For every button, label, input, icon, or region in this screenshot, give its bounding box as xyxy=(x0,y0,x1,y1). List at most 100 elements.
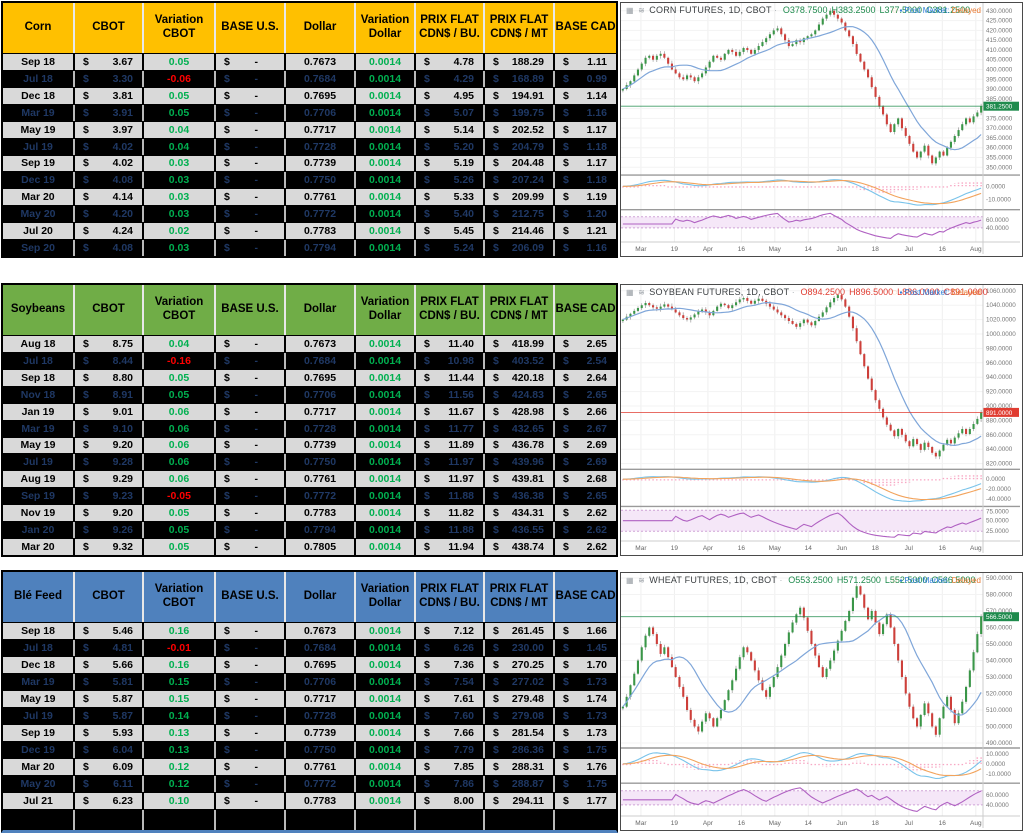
cell-base-us[interactable]: $ - xyxy=(216,505,284,522)
cell-cbot[interactable]: $5.81 xyxy=(75,674,142,690)
compare-icon[interactable]: ≋ xyxy=(638,576,645,585)
cell-dollar[interactable]: 0.7673 xyxy=(286,54,354,70)
cell-variation-cbot[interactable]: 0.03 xyxy=(144,189,214,206)
cell-dollar[interactable]: 0.7673 xyxy=(286,336,354,352)
cell-variation-dollar[interactable]: 0.0014 xyxy=(356,488,414,505)
cell-month[interactable]: Aug 19 xyxy=(3,471,73,488)
cell-variation-dollar[interactable]: 0.0014 xyxy=(356,539,414,555)
cell-variation-cbot[interactable]: 0.05 xyxy=(144,539,214,555)
cell-month[interactable]: Sep 18 xyxy=(3,369,73,386)
cell-base-cad[interactable]: $1.21 xyxy=(555,223,616,240)
cell-month[interactable]: Dec 19 xyxy=(3,172,73,189)
cell-month[interactable]: Jul 19 xyxy=(3,708,73,724)
cell-base-cad[interactable]: $1.16 xyxy=(555,104,616,121)
cell-prix-flat-mt[interactable]: $434.31 xyxy=(485,505,553,522)
cell-base-us[interactable]: $ - xyxy=(216,369,284,386)
cell-variation-cbot[interactable]: 0.16 xyxy=(144,623,214,639)
cell-prix-flat-bu[interactable]: $7.12 xyxy=(416,623,483,639)
cell-base-us[interactable]: $ - xyxy=(216,640,284,656)
cell-prix-flat-bu[interactable]: $7.54 xyxy=(416,674,483,690)
cell-cbot[interactable]: $3.30 xyxy=(75,70,142,87)
cell-base-cad[interactable]: $2.54 xyxy=(555,352,616,369)
cell-variation-cbot[interactable]: 0.03 xyxy=(144,172,214,189)
cell-variation-dollar[interactable]: 0.0014 xyxy=(356,674,414,690)
cell-variation-dollar[interactable]: 0.0014 xyxy=(356,640,414,656)
cell-variation-cbot[interactable]: -0.06 xyxy=(144,70,214,87)
cell-empty[interactable] xyxy=(75,810,142,830)
column-header[interactable]: BASE U.S. xyxy=(216,3,284,53)
cell-prix-flat-mt[interactable]: $436.55 xyxy=(485,522,553,539)
cell-base-us[interactable]: $ - xyxy=(216,623,284,639)
cell-base-us[interactable]: $ - xyxy=(216,223,284,240)
cell-prix-flat-bu[interactable]: $7.36 xyxy=(416,657,483,673)
cell-cbot[interactable]: $9.29 xyxy=(75,471,142,488)
cell-cbot[interactable]: $3.91 xyxy=(75,104,142,121)
cell-base-us[interactable]: $ - xyxy=(216,522,284,539)
cell-base-cad[interactable]: $1.75 xyxy=(555,776,616,792)
cell-prix-flat-mt[interactable]: $261.45 xyxy=(485,623,553,639)
cell-base-cad[interactable]: $1.20 xyxy=(555,206,616,223)
cell-month[interactable]: Dec 18 xyxy=(3,87,73,104)
cell-month[interactable]: Jan 19 xyxy=(3,403,73,420)
cell-variation-dollar[interactable]: 0.0014 xyxy=(356,708,414,724)
cell-prix-flat-mt[interactable]: $194.91 xyxy=(485,87,553,104)
cell-cbot[interactable]: $5.46 xyxy=(75,623,142,639)
price-chart-wheat[interactable]: 490.0000 500.0000 510.0000 520.0000 530.0000… xyxy=(620,572,1023,831)
column-header[interactable]: BASE CAD xyxy=(555,285,616,335)
cell-variation-cbot[interactable]: 0.03 xyxy=(144,206,214,223)
cell-dollar[interactable]: 0.7761 xyxy=(286,759,354,775)
cell-cbot[interactable]: $6.04 xyxy=(75,742,142,758)
cell-month[interactable]: Jul 18 xyxy=(3,70,73,87)
cell-base-cad[interactable]: $1.18 xyxy=(555,172,616,189)
cell-dollar[interactable]: 0.7673 xyxy=(286,623,354,639)
cell-prix-flat-bu[interactable]: $7.79 xyxy=(416,742,483,758)
cell-variation-dollar[interactable]: 0.0014 xyxy=(356,691,414,707)
cell-base-us[interactable]: $ - xyxy=(216,155,284,172)
cell-dollar[interactable]: 0.7739 xyxy=(286,725,354,741)
cell-prix-flat-mt[interactable]: $279.48 xyxy=(485,691,553,707)
cell-month[interactable]: Mar 20 xyxy=(3,759,73,775)
cell-prix-flat-mt[interactable]: $277.02 xyxy=(485,674,553,690)
cell-variation-cbot[interactable]: 0.15 xyxy=(144,691,214,707)
cell-cbot[interactable]: $6.09 xyxy=(75,759,142,775)
cell-variation-cbot[interactable]: 0.13 xyxy=(144,742,214,758)
cell-base-cad[interactable]: $2.68 xyxy=(555,471,616,488)
more-icon[interactable]: · xyxy=(779,576,783,585)
cell-variation-dollar[interactable]: 0.0014 xyxy=(356,336,414,352)
cell-prix-flat-mt[interactable]: $204.48 xyxy=(485,155,553,172)
cell-variation-cbot[interactable]: 0.03 xyxy=(144,155,214,172)
cell-base-us[interactable]: $ - xyxy=(216,793,284,809)
cell-dollar[interactable]: 0.7794 xyxy=(286,240,354,257)
cell-variation-cbot[interactable]: 0.04 xyxy=(144,138,214,155)
cell-month[interactable]: Mar 19 xyxy=(3,104,73,121)
cell-empty[interactable] xyxy=(286,810,354,830)
cell-cbot[interactable]: $9.20 xyxy=(75,437,142,454)
cell-variation-cbot[interactable]: 0.05 xyxy=(144,87,214,104)
cell-variation-cbot[interactable]: 0.04 xyxy=(144,121,214,138)
cell-dollar[interactable]: 0.7684 xyxy=(286,640,354,656)
column-header[interactable]: BASE U.S. xyxy=(216,572,284,622)
cell-prix-flat-bu[interactable]: $7.86 xyxy=(416,776,483,792)
cell-prix-flat-bu[interactable]: $11.97 xyxy=(416,454,483,471)
cell-base-us[interactable]: $ - xyxy=(216,172,284,189)
cell-prix-flat-mt[interactable]: $270.25 xyxy=(485,657,553,673)
cell-prix-flat-mt[interactable]: $432.65 xyxy=(485,420,553,437)
cell-base-cad[interactable]: $1.77 xyxy=(555,793,616,809)
cell-dollar[interactable]: 0.7728 xyxy=(286,708,354,724)
cell-cbot[interactable]: $8.75 xyxy=(75,336,142,352)
price-chart-soybeans[interactable]: 820.0000 840.0000 860.0000 880.0000 900.0000… xyxy=(620,284,1023,556)
cell-empty[interactable] xyxy=(356,810,414,830)
cell-base-us[interactable]: $ - xyxy=(216,454,284,471)
cell-base-us[interactable]: $ - xyxy=(216,206,284,223)
cell-dollar[interactable]: 0.7772 xyxy=(286,776,354,792)
cell-dollar[interactable]: 0.7750 xyxy=(286,172,354,189)
cell-prix-flat-bu[interactable]: $5.20 xyxy=(416,138,483,155)
cell-cbot[interactable]: $9.23 xyxy=(75,488,142,505)
cell-month[interactable]: Mar 20 xyxy=(3,539,73,555)
column-header[interactable]: CBOT xyxy=(75,285,142,335)
cell-dollar[interactable]: 0.7684 xyxy=(286,70,354,87)
cell-prix-flat-mt[interactable]: $209.99 xyxy=(485,189,553,206)
cell-prix-flat-bu[interactable]: $4.29 xyxy=(416,70,483,87)
cell-variation-dollar[interactable]: 0.0014 xyxy=(356,454,414,471)
cell-prix-flat-bu[interactable]: $11.44 xyxy=(416,369,483,386)
